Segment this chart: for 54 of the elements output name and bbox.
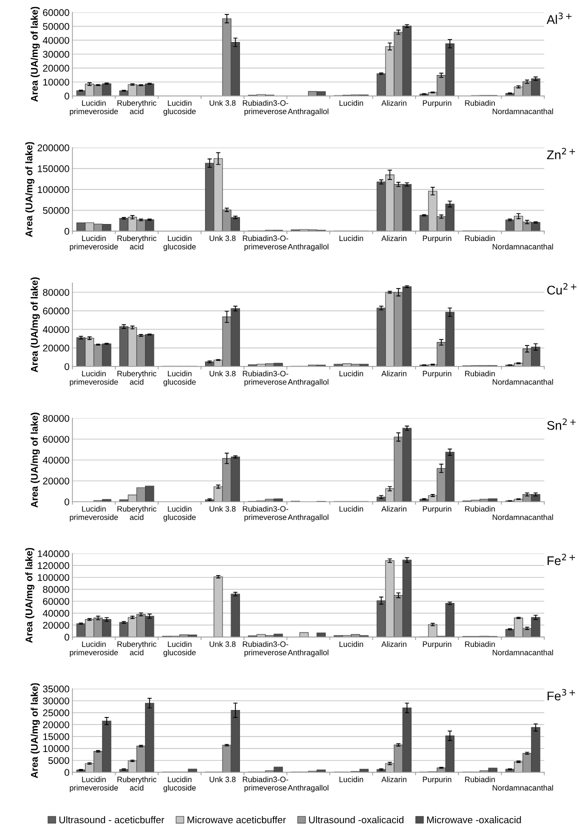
y-tick-label: 40000 <box>42 36 70 44</box>
y-tick-label: 20000 <box>43 478 70 484</box>
y-axis-title: Area (UA/mg of lake) <box>30 277 40 372</box>
y-tick-label: 60000 <box>43 308 70 314</box>
y-tick-label: 15000 <box>43 733 70 740</box>
y-tick-label: 35000 <box>42 686 70 692</box>
y-tick-label: 20000 <box>43 344 70 352</box>
text: Al$^{3+}$ <box>546 12 572 24</box>
y-tick-label: 60000 <box>43 598 70 605</box>
y-tick-label: 50000 <box>42 207 70 214</box>
y-tick-label: 10000 <box>43 745 70 752</box>
y-tick-label: 30000 <box>42 50 70 58</box>
legend-label: Microwave -oxalicacid <box>427 816 521 824</box>
y-axis-title: Area (UA/mg of lake) <box>30 683 40 778</box>
y-tick-label: 150000 <box>38 165 70 172</box>
text: Cu$^{2+}$ <box>547 283 576 295</box>
y-tick-label: 80000 <box>42 586 70 593</box>
y-tick-label: 25000 <box>43 709 70 716</box>
y-tick-label: 100000 <box>38 186 70 194</box>
y-tick-label: 5000 <box>48 757 70 764</box>
y-tick-label: 0 <box>64 363 70 370</box>
text: Fe$^{3+}$ <box>548 689 575 700</box>
y-axis-title: Area (UA/mg of lake) <box>30 412 40 508</box>
y-tick-label: 40000 <box>42 326 70 333</box>
text: Fe$^{2+}$ <box>548 554 575 566</box>
y-tick-label: 20000 <box>43 622 70 629</box>
y-tick-label: 20000 <box>43 64 70 72</box>
y-axis-title: Area (UA/mg of lake) <box>25 548 34 643</box>
y-axis-title: Area (UA/mg of lake) <box>30 6 40 102</box>
legend-label: Ultrasound -oxalicacid <box>309 816 404 824</box>
text: Sn$^{2+}$ <box>547 418 576 430</box>
y-tick-label: 60000 <box>43 436 70 443</box>
y-tick-label: 30000 <box>42 697 70 704</box>
y-tick-label: 0 <box>64 92 70 100</box>
y-tick-label: 0 <box>64 498 70 506</box>
text: Zn$^{2+}$ <box>547 148 575 160</box>
legend-label: Microwave aceticbuffer <box>188 816 286 824</box>
y-tick-label: 200000 <box>38 144 70 152</box>
legend-label: Ultrasound - aceticbuffer <box>59 816 164 824</box>
y-tick-label: 60000 <box>43 9 70 16</box>
y-tick-label: 40000 <box>42 610 70 617</box>
y-tick-label: 10000 <box>43 78 70 86</box>
y-tick-label: 0 <box>64 634 70 641</box>
y-tick-label: 0 <box>64 228 70 235</box>
y-tick-label: 20000 <box>43 721 70 728</box>
y-tick-label: 80000 <box>42 288 70 296</box>
y-tick-label: 50000 <box>42 23 70 30</box>
y-tick-label: 40000 <box>42 456 70 464</box>
y-tick-label: 80000 <box>42 414 70 422</box>
y-tick-label: 100000 <box>38 574 70 581</box>
y-tick-label: 0 <box>64 769 70 776</box>
y-axis-title: Area (UA/mg of lake) <box>25 142 34 237</box>
y-tick-label: 140000 <box>38 550 70 558</box>
y-tick-label: 120000 <box>38 562 70 570</box>
